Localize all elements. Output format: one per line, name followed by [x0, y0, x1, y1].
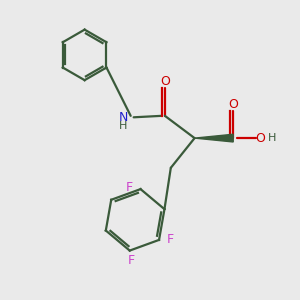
Text: O: O — [228, 98, 238, 111]
Text: O: O — [255, 132, 265, 145]
Text: H: H — [119, 121, 128, 131]
Text: F: F — [128, 254, 135, 267]
Text: F: F — [167, 233, 174, 246]
Text: F: F — [126, 181, 133, 194]
Polygon shape — [195, 134, 233, 142]
Text: N: N — [118, 111, 128, 124]
Text: H: H — [268, 133, 277, 143]
Text: O: O — [160, 74, 170, 88]
